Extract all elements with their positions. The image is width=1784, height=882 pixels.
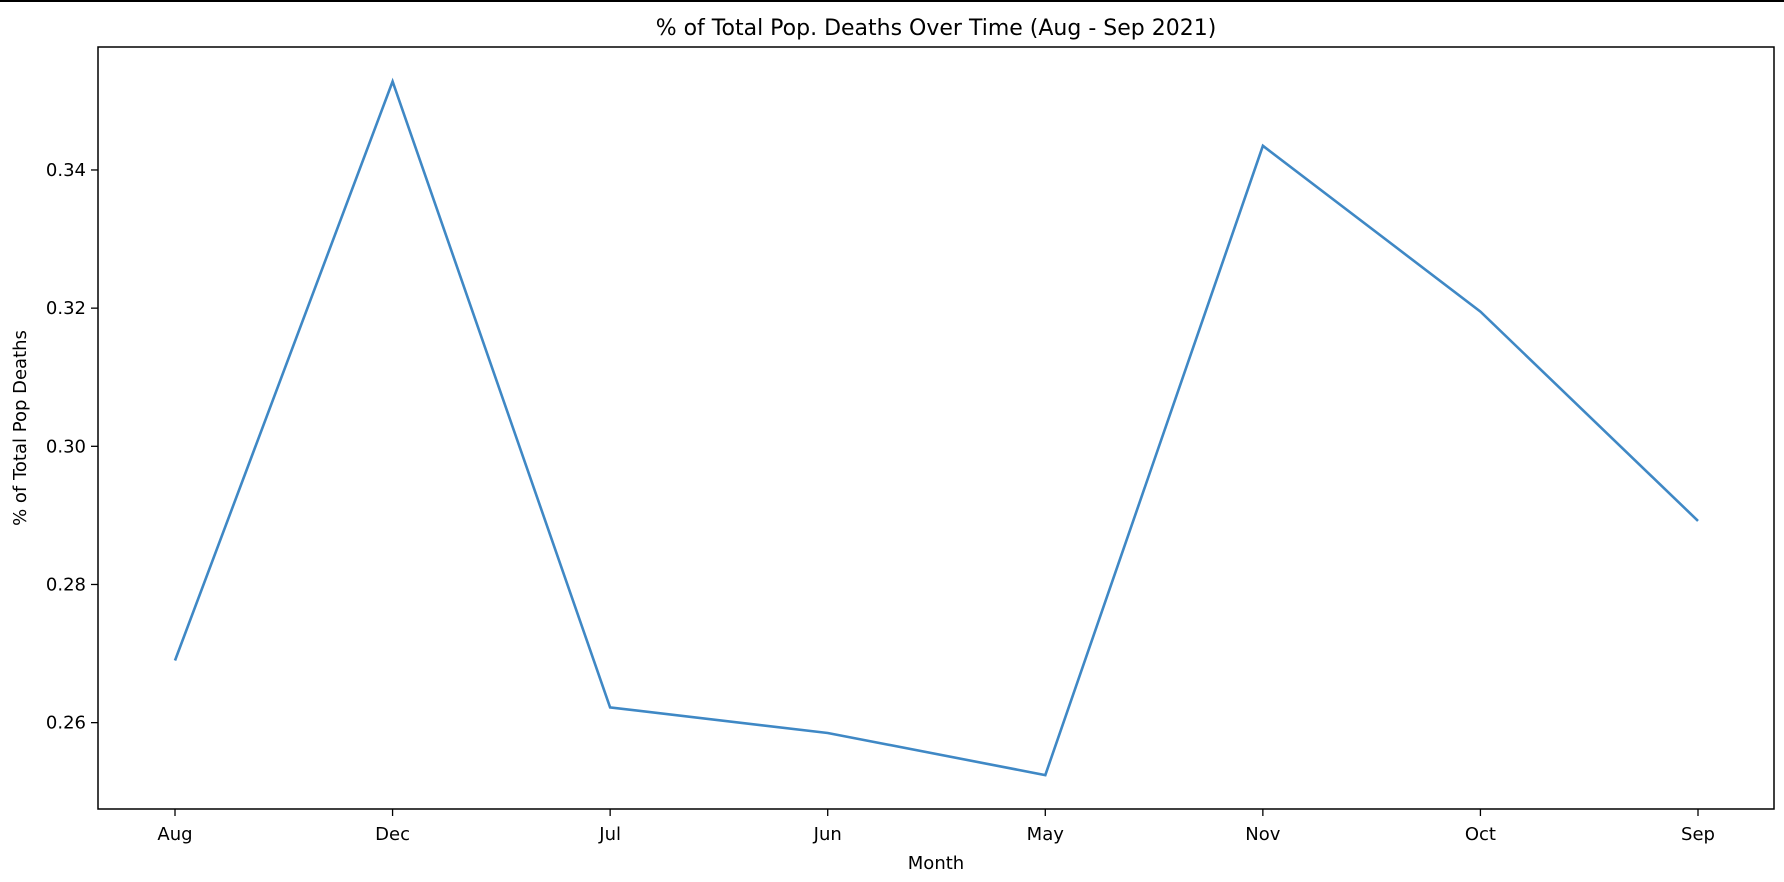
top-border [0,0,1784,2]
x-tick-label-jul: Jul [598,824,621,845]
y-tick-label: 0.30 [46,436,86,457]
y-tick-label: 0.28 [46,574,86,595]
series-line [173,77,1699,777]
y-tick-label: 0.26 [46,713,86,734]
x-tick-label-sep: Sep [1681,824,1715,845]
y-axis: 0.26 0.28 0.30 0.32 0.34 [46,160,98,734]
x-tick-label-dec: Dec [375,824,410,845]
x-axis: Aug Dec Jul Jun May Nov Oct Sep [157,809,1715,845]
x-tick-label-oct: Oct [1465,824,1496,845]
plot-area [97,46,1775,810]
y-tick-label: 0.32 [46,298,86,319]
x-tick-label-may: May [1027,824,1065,845]
x-tick-label-nov: Nov [1245,824,1280,845]
y-axis-label: % of Total Pop Deaths [10,330,31,526]
x-axis-label: Month [908,853,964,874]
chart-title: % of Total Pop. Deaths Over Time (Aug - … [656,16,1217,41]
x-tick-label-jun: Jun [813,824,842,845]
y-tick-label: 0.34 [46,160,86,181]
x-tick-label-aug: Aug [157,824,192,845]
